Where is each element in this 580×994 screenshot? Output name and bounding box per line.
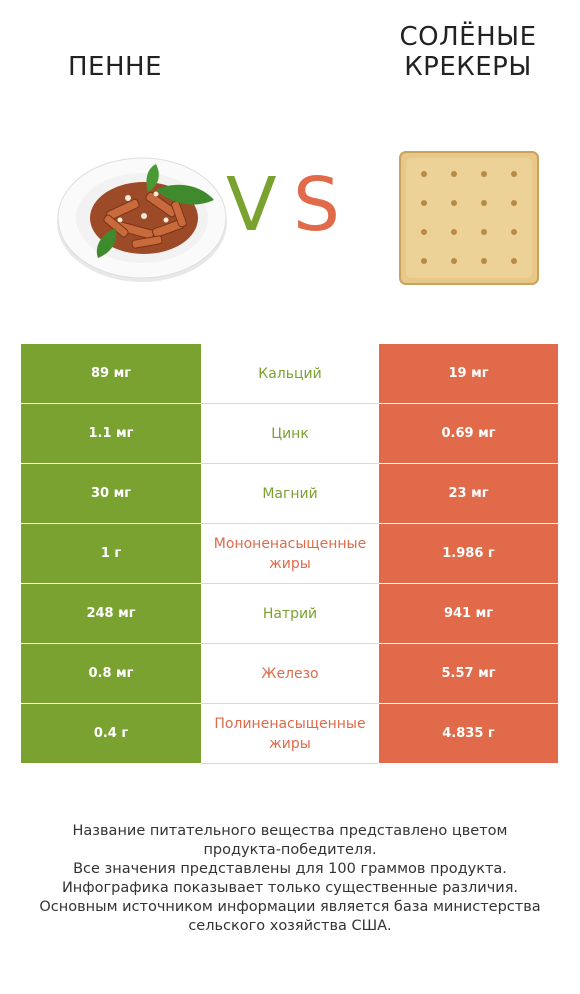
comparison-table: 89 мг Кальций 19 мг 1.1 мг Цинк 0.69 мг 30 мг М… <box>21 344 558 764</box>
right-value: 4.835 г <box>379 704 558 763</box>
footer-line-2: продукта-победителя. <box>203 842 377 858</box>
cracker-hole <box>421 200 427 206</box>
table-row: 1 г Мононенасыщенные жиры 1.986 г <box>21 524 558 584</box>
penne-pieces <box>103 191 187 249</box>
footer-line-1: Название питательного вещества представл… <box>72 823 508 839</box>
nutrient-label: Кальций <box>201 344 379 404</box>
cracker-hole <box>511 258 517 264</box>
right-title-line-2: КРЕКЕРЫ <box>404 52 532 82</box>
table-row: 30 мг Магний 23 мг <box>21 464 558 524</box>
footer-line-4: Инфографика показывает только существенн… <box>61 880 519 896</box>
nutrient-label: Цинк <box>201 404 379 464</box>
left-value: 1 г <box>21 524 201 583</box>
right-title-line-1: СОЛЁНЫЕ <box>399 22 537 52</box>
basil-leaf-3 <box>96 228 117 258</box>
penne-plate-image <box>57 157 227 282</box>
nutrient-label: Натрий <box>201 584 379 644</box>
right-value: 19 мг <box>379 344 558 403</box>
left-product-title: ПЕННЕ <box>67 52 162 82</box>
right-product-title: СОЛЁНЫЕ КРЕКЕРЫ <box>368 22 568 82</box>
cracker-hole <box>481 200 487 206</box>
table-row: 89 мг Кальций 19 мг <box>21 344 558 404</box>
cracker-hole <box>481 229 487 235</box>
left-value: 248 мг <box>21 584 201 643</box>
cracker-image <box>399 151 539 285</box>
vs-letter-s: S <box>293 162 340 248</box>
nutrient-label: Мононенасыщенные жиры <box>201 524 379 584</box>
table-row: 248 мг Натрий 941 мг <box>21 584 558 644</box>
cracker-hole <box>451 229 457 235</box>
cheese <box>117 191 169 223</box>
cracker-hole <box>451 200 457 206</box>
right-value: 941 мг <box>379 584 558 643</box>
cracker-hole <box>451 171 457 177</box>
nutrient-label: Магний <box>201 464 379 524</box>
basil-leaf-1 <box>156 184 214 205</box>
cracker-hole <box>421 229 427 235</box>
left-value: 0.8 мг <box>21 644 201 703</box>
nutrient-label: Железо <box>201 644 379 704</box>
table-row: 0.8 мг Железо 5.57 мг <box>21 644 558 704</box>
cracker-hole <box>421 258 427 264</box>
basil-leaf-2 <box>146 164 159 192</box>
cracker-hole <box>511 200 517 206</box>
cracker-hole <box>511 171 517 177</box>
footer-note: Название питательного вещества представл… <box>20 822 560 936</box>
cracker-hole <box>481 171 487 177</box>
right-value: 1.986 г <box>379 524 558 583</box>
cracker-toast <box>406 158 532 278</box>
right-value: 5.57 мг <box>379 644 558 703</box>
footer-line-5: Основным источником информации является … <box>39 899 541 915</box>
cracker-hole <box>421 171 427 177</box>
cracker-hole <box>451 258 457 264</box>
right-value: 23 мг <box>379 464 558 523</box>
right-value: 0.69 мг <box>379 404 558 463</box>
left-value: 0.4 г <box>21 704 201 763</box>
cracker-hole <box>481 258 487 264</box>
table-row: 0.4 г Полиненасыщенные жиры 4.835 г <box>21 704 558 764</box>
left-value: 89 мг <box>21 344 201 403</box>
cracker-hole <box>511 229 517 235</box>
cracker-holes <box>421 171 517 264</box>
left-value: 30 мг <box>21 464 201 523</box>
table-row: 1.1 мг Цинк 0.69 мг <box>21 404 558 464</box>
footer-line-6: сельского хозяйства США. <box>188 918 392 934</box>
vs-letter-v: V <box>226 162 277 248</box>
nutrient-label: Полиненасыщенные жиры <box>201 704 379 764</box>
footer-line-3: Все значения представлены для 100 граммо… <box>73 861 507 877</box>
left-value: 1.1 мг <box>21 404 201 463</box>
